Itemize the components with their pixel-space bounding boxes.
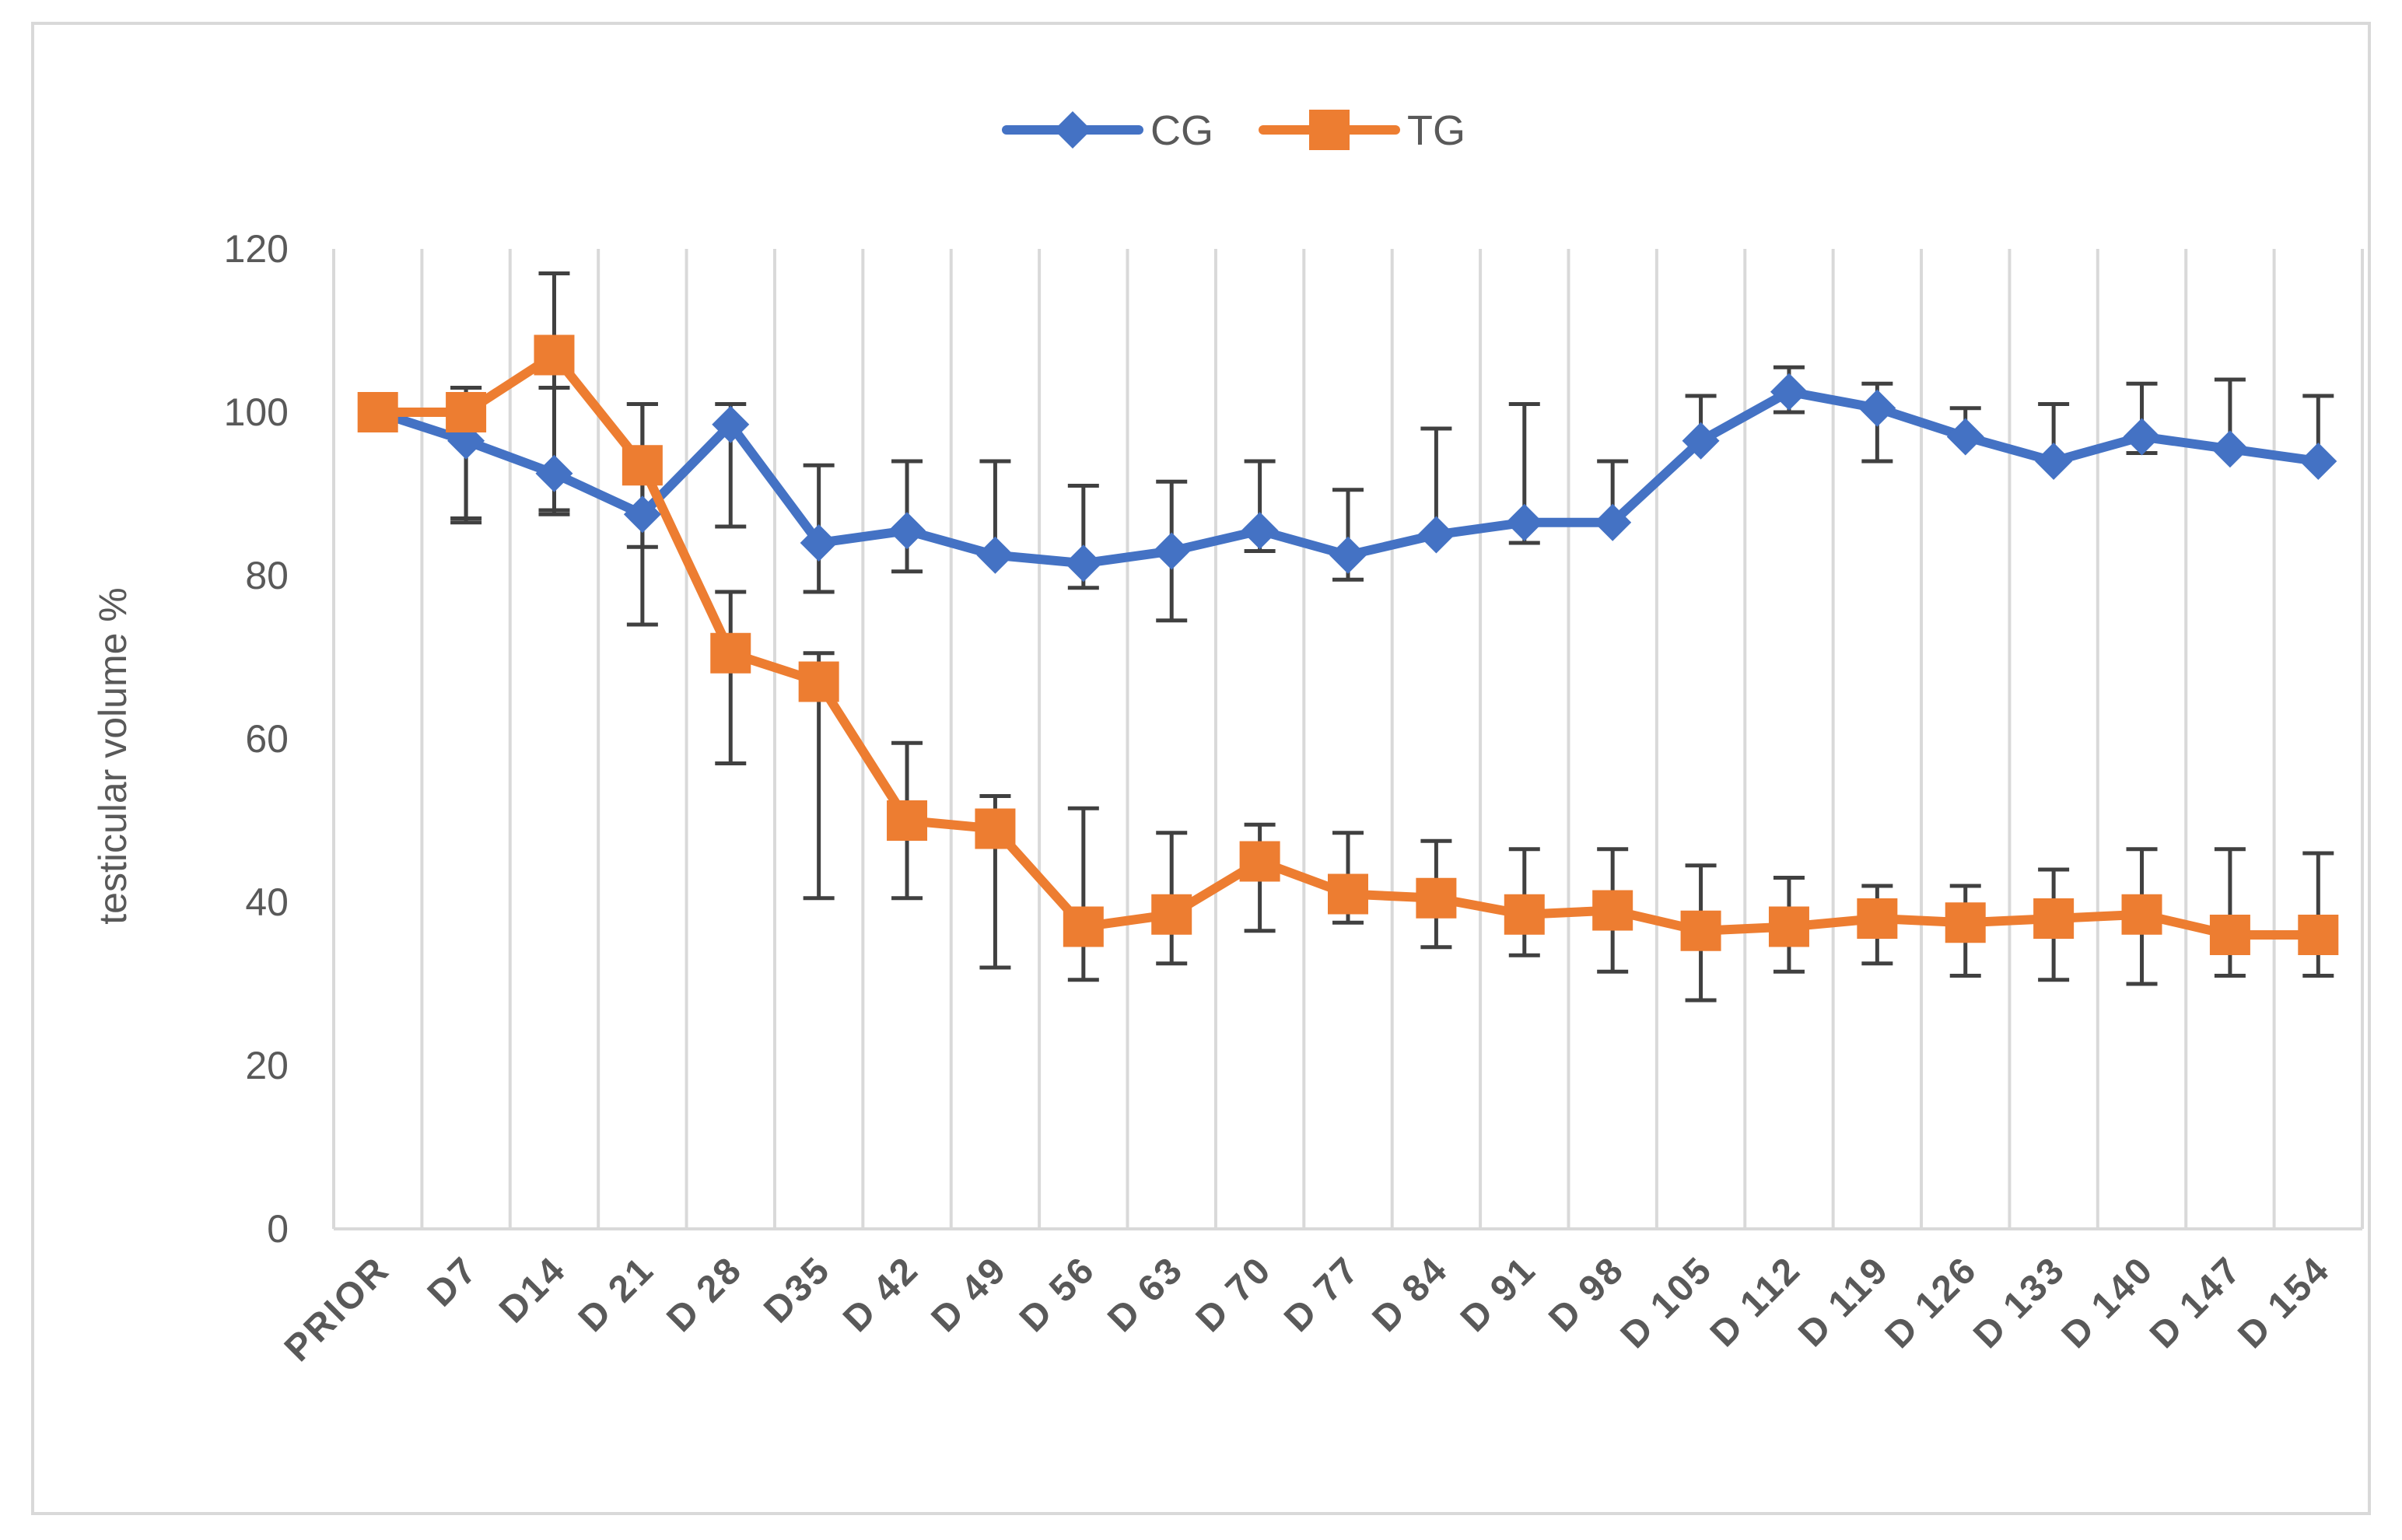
legend-marker — [1309, 110, 1350, 150]
x-tick-label: D 112 — [1703, 1248, 1809, 1355]
series-markers — [357, 334, 2339, 955]
data-point-tg — [1768, 906, 1809, 947]
x-tick-label: D 21 — [571, 1248, 663, 1340]
y-tick-label: 20 — [245, 1044, 289, 1087]
y-tick-label: 0 — [267, 1207, 289, 1251]
gridlines — [420, 249, 2364, 1229]
data-point-cg — [1946, 418, 1984, 456]
x-tick-label: D 154 — [2230, 1248, 2338, 1356]
data-point-tg — [1680, 910, 1721, 951]
y-tick-label: 60 — [245, 717, 289, 761]
x-tick-label: D 126 — [1878, 1248, 1986, 1356]
y-axis-title: testicular volume % — [91, 587, 135, 925]
data-point-tg — [2121, 894, 2162, 935]
x-tick-label: D7 — [420, 1248, 486, 1314]
data-point-tg — [975, 808, 1016, 849]
data-point-cg — [1241, 512, 1279, 550]
data-point-tg — [2298, 915, 2339, 955]
data-point-cg — [2123, 418, 2161, 456]
data-point-cg — [535, 454, 573, 492]
y-tick-label: 120 — [224, 227, 289, 271]
legend-marker — [1054, 111, 1091, 149]
data-point-tg — [2209, 915, 2250, 955]
data-point-cg — [2211, 430, 2249, 468]
x-tick-label: D 119 — [1791, 1248, 1897, 1355]
legend: CG TG — [1002, 107, 1465, 154]
x-tick-label: D35 — [756, 1248, 839, 1331]
data-point-cg — [1858, 389, 1896, 427]
x-tick-label: D 140 — [2054, 1248, 2162, 1356]
data-point-cg — [1594, 503, 1632, 541]
x-tick-label: D 147 — [2142, 1248, 2250, 1356]
data-point-cg — [888, 512, 926, 550]
data-point-tg — [1063, 906, 1104, 947]
data-point-tg — [1857, 898, 1898, 939]
data-point-tg — [710, 632, 751, 674]
legend-label: TG — [1407, 107, 1465, 154]
y-axis-ticks: 0 20 40 60 80 100 120 — [224, 227, 289, 1251]
data-point-cg — [623, 495, 661, 534]
y-tick-label: 40 — [245, 880, 289, 924]
data-point-cg — [1682, 422, 1720, 460]
data-point-cg — [1153, 532, 1191, 570]
data-point-cg — [1505, 503, 1543, 541]
x-tick-label: D14 — [492, 1248, 574, 1331]
x-tick-label: D 105 — [1613, 1248, 1721, 1356]
x-tick-label: D 91 — [1453, 1248, 1545, 1340]
x-tick-label: D 49 — [924, 1248, 1016, 1340]
data-point-cg — [1329, 536, 1367, 574]
y-tick-label: 100 — [224, 390, 289, 434]
data-point-tg — [1328, 873, 1368, 915]
error-bar — [2214, 847, 2246, 978]
data-point-cg — [976, 536, 1014, 574]
x-tick-label: D 42 — [835, 1248, 927, 1340]
error-bar — [1067, 806, 1099, 982]
data-point-cg — [2035, 443, 2073, 480]
legend-item-tg: TG — [1259, 107, 1465, 154]
legend-label: CG — [1150, 107, 1213, 154]
data-point-cg — [1417, 516, 1455, 554]
y-tick-label: 80 — [245, 554, 289, 597]
error-bar — [715, 590, 747, 765]
data-point-cg — [2299, 443, 2337, 480]
data-point-cg — [1064, 544, 1102, 583]
data-point-cg — [712, 405, 750, 443]
data-point-tg — [887, 800, 928, 841]
x-tick-label: D 28 — [659, 1248, 751, 1340]
data-point-tg — [2033, 898, 2075, 939]
x-tick-label: D 56 — [1012, 1248, 1104, 1340]
data-point-tg — [622, 445, 663, 486]
data-point-tg — [798, 661, 839, 702]
data-point-tg — [446, 392, 487, 432]
data-point-tg — [1592, 890, 1633, 931]
data-point-tg — [1239, 841, 1280, 882]
data-point-tg — [534, 334, 575, 376]
data-point-tg — [1945, 902, 1986, 943]
data-point-cg — [800, 524, 838, 562]
error-bar — [2302, 851, 2334, 978]
x-tick-label: D 63 — [1100, 1248, 1192, 1340]
data-point-cg — [1770, 373, 1808, 411]
x-tick-label: PRIOR — [277, 1248, 398, 1370]
data-point-tg — [1416, 877, 1457, 919]
x-tick-label: D 77 — [1276, 1248, 1368, 1340]
x-tick-label: D 133 — [1966, 1248, 2074, 1356]
legend-item-cg: CG — [1002, 107, 1213, 154]
x-tick-label: D 84 — [1365, 1248, 1457, 1340]
chart-frame: CG TG 0 20 40 60 80 100 120 PRIOR D7 D14 D 21 D 28 D… — [31, 22, 2371, 1515]
data-point-tg — [1504, 894, 1545, 935]
axes — [332, 249, 2362, 1230]
data-point-tg — [357, 392, 398, 432]
x-tick-label: D 70 — [1189, 1248, 1280, 1340]
data-point-tg — [1151, 894, 1192, 935]
